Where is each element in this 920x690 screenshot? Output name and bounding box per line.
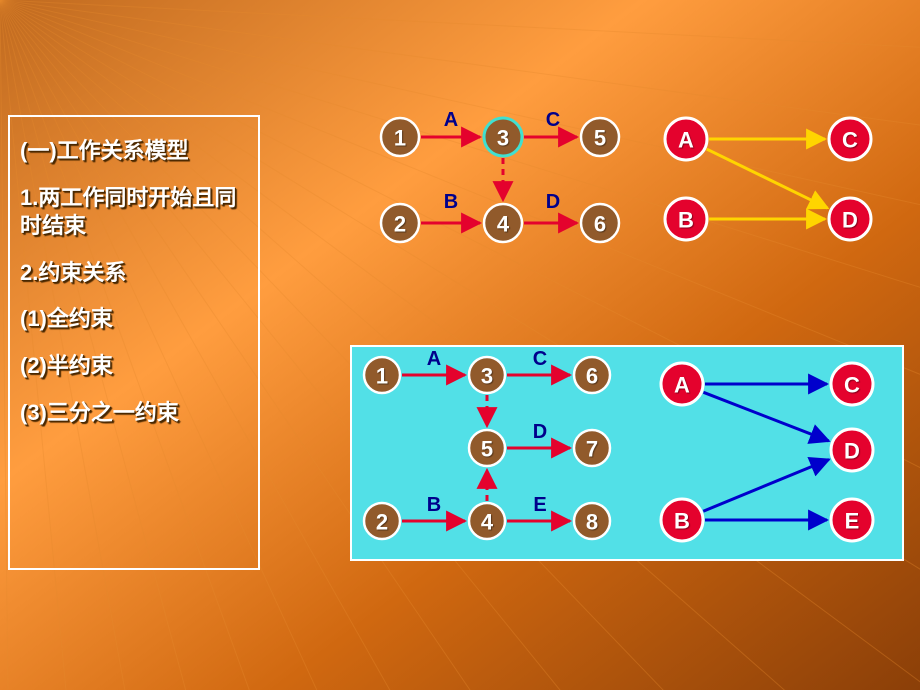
node-label-4: 4 xyxy=(481,510,494,535)
node-label-6: 6 xyxy=(594,212,606,237)
edge-label-D: D xyxy=(546,191,560,213)
edge-label-B: B xyxy=(444,191,458,213)
node-label-5: 5 xyxy=(481,437,493,462)
node-label-A: A xyxy=(674,373,690,398)
node-label-B: B xyxy=(678,208,694,233)
node-label-1: 1 xyxy=(376,364,388,389)
node-label-C: C xyxy=(844,373,860,398)
edge-label-B: B xyxy=(427,494,441,516)
node-label-C: C xyxy=(842,128,858,153)
node-label-3: 3 xyxy=(497,126,509,151)
node-label-6: 6 xyxy=(586,364,598,389)
node-label-E: E xyxy=(845,509,860,534)
edge-B-D xyxy=(703,460,829,512)
edge-A-D xyxy=(707,149,828,208)
edge-label-D: D xyxy=(533,421,547,443)
node-label-7: 7 xyxy=(586,437,598,462)
node-label-8: 8 xyxy=(586,510,598,535)
node-label-B: B xyxy=(674,509,690,534)
node-label-3: 3 xyxy=(481,364,493,389)
node-label-2: 2 xyxy=(376,510,388,535)
node-label-1: 1 xyxy=(394,126,406,151)
node-label-4: 4 xyxy=(497,212,510,237)
edge-label-E: E xyxy=(533,494,546,516)
edge-label-A: A xyxy=(444,109,458,131)
edge-label-C: C xyxy=(533,348,547,370)
node-label-A: A xyxy=(678,128,694,153)
precedence-graph-top: A C B D xyxy=(665,118,871,240)
node-label-2: 2 xyxy=(394,212,406,237)
edge-label-A: A xyxy=(427,348,441,370)
diagrams: A C B D 1 3 5 2 4 6 A C B D A C D B E 1 3 6 5 7 2 4 8 A C D B E xyxy=(0,0,920,690)
node-label-D: D xyxy=(842,208,858,233)
edge-A-D xyxy=(703,392,828,441)
activity-graph-bottom: A C D B E 1 3 6 5 7 2 4 8 xyxy=(364,348,610,539)
node-label-5: 5 xyxy=(594,126,606,151)
activity-graph-top: A C B D 1 3 5 2 4 6 xyxy=(381,109,619,242)
precedence-graph-bottom: A C D B E xyxy=(661,363,873,541)
node-label-D: D xyxy=(844,439,860,464)
edge-label-C: C xyxy=(546,109,560,131)
